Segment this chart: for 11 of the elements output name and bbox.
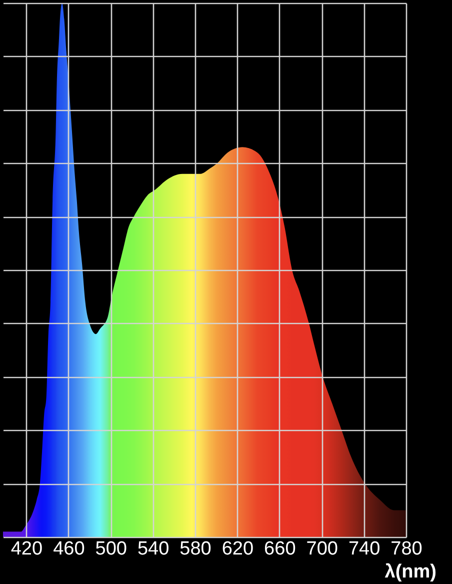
x-tick-label: 540 — [137, 538, 170, 560]
x-tick-label: 660 — [264, 538, 296, 560]
x-tick-label: 460 — [53, 538, 85, 560]
x-tick-label: 580 — [180, 538, 212, 560]
x-tick-label: 620 — [222, 538, 254, 560]
x-axis-title: λ(nm) — [384, 562, 436, 582]
x-tick-label: 700 — [306, 538, 338, 560]
x-tick-label: 500 — [95, 538, 127, 560]
x-tick-label: 740 — [348, 538, 380, 560]
x-tick-label: 780 — [390, 538, 422, 560]
x-tick-label: 420 — [10, 538, 43, 560]
